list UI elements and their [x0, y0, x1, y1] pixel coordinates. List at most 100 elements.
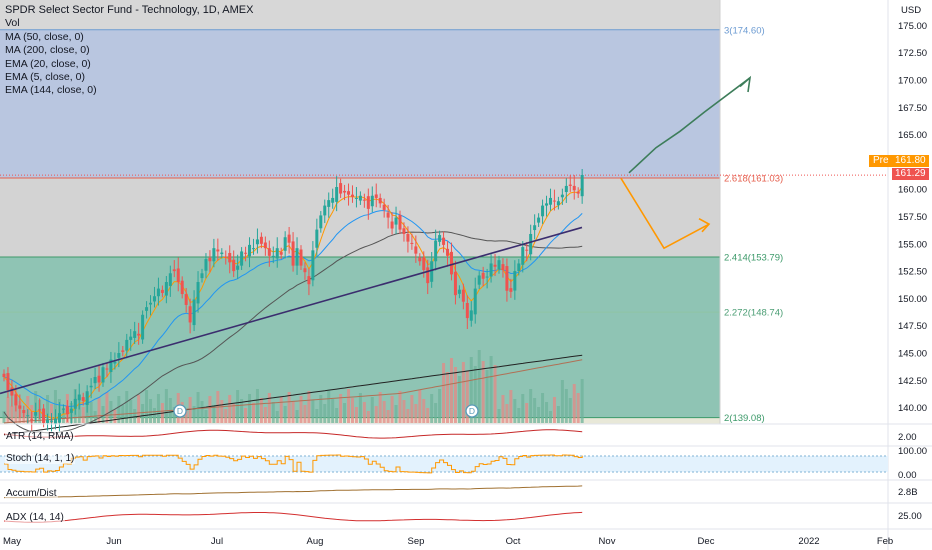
candle-body	[34, 411, 38, 416]
indicator-axis-label: 0.00	[898, 470, 917, 481]
volume-bar	[354, 407, 358, 423]
candle-body	[133, 331, 137, 338]
volume-bar	[101, 406, 105, 423]
candle-body	[418, 257, 422, 262]
candle-body	[42, 408, 46, 423]
volume-bar	[53, 390, 57, 423]
volume-bar	[117, 396, 121, 423]
candle-body	[145, 307, 149, 311]
candle-body	[394, 217, 398, 225]
fib-label-2.272: 2.272(148.74)	[724, 308, 783, 319]
volume-bar	[295, 410, 299, 423]
stoch-label[interactable]: Stoch (14, 1, 1)	[5, 453, 76, 464]
price-tick-label: 150.00	[898, 294, 927, 305]
pre-market-tag: Pre	[869, 155, 893, 167]
candle-body	[30, 419, 34, 421]
candle-body	[481, 272, 485, 279]
accum-label[interactable]: Accum/Dist	[5, 488, 58, 499]
volume-bar	[473, 366, 477, 423]
legend-ma50[interactable]: MA (50, close, 0)	[5, 30, 84, 43]
candle-body	[279, 252, 283, 255]
volume-bar	[6, 397, 10, 423]
volume-bar	[509, 390, 513, 423]
candle-body	[212, 248, 216, 262]
volume-bar	[525, 403, 529, 423]
adx-label[interactable]: ADX (14, 14)	[5, 512, 65, 523]
candle-body	[287, 234, 291, 243]
candle-body	[125, 339, 129, 351]
candle-body	[446, 248, 450, 256]
candle-body	[117, 353, 121, 358]
volume-bar	[196, 392, 200, 423]
candle-body	[14, 394, 18, 406]
fib-label-2.414: 2.414(153.79)	[724, 253, 783, 264]
legend-ema144[interactable]: EMA (144, close, 0)	[5, 84, 97, 97]
candle-body	[192, 299, 196, 326]
candle-body	[457, 289, 461, 294]
price-tick-label: 152.50	[898, 267, 927, 278]
legend-vol[interactable]: Vol	[5, 17, 20, 30]
volume-bar	[287, 392, 291, 423]
candle-body	[382, 204, 386, 210]
volume-bar	[414, 404, 418, 423]
candle-body	[521, 247, 525, 265]
volume-bar	[283, 406, 287, 423]
trendline	[0, 226, 583, 395]
volume-bar	[537, 407, 541, 423]
volume-bar	[529, 389, 533, 423]
volume-bar	[493, 365, 497, 423]
candle-body	[541, 205, 545, 217]
volume-bar	[228, 395, 232, 423]
volume-bar	[398, 391, 402, 423]
candle-body	[350, 194, 354, 197]
candle-body	[50, 420, 54, 422]
candle-body	[57, 413, 61, 423]
price-tick-label: 147.50	[898, 321, 927, 332]
dividend-marker	[465, 404, 479, 418]
candle-body	[426, 267, 430, 284]
volume-bar	[430, 394, 434, 423]
price-tick-label: 167.50	[898, 103, 927, 114]
candle-body	[378, 197, 382, 204]
candle-body	[517, 263, 521, 272]
candle-body	[358, 195, 362, 201]
candle-body	[244, 252, 248, 254]
candle-body	[513, 271, 517, 291]
volume-bar	[156, 394, 160, 423]
candle-body	[493, 264, 497, 267]
candle-body	[168, 273, 172, 286]
volume-bar	[434, 403, 438, 423]
candles	[2, 168, 584, 432]
ma200-line	[3, 354, 583, 436]
volume-bar	[521, 394, 525, 423]
atr-label[interactable]: ATR (14, RMA)	[5, 431, 75, 442]
volume-bar	[545, 402, 549, 423]
candle-body	[141, 314, 145, 340]
candle-body	[311, 250, 315, 281]
volume-bar	[541, 393, 545, 423]
legend-ma200[interactable]: MA (200, close, 0)	[5, 44, 90, 57]
candle-body	[505, 266, 509, 291]
candle-body	[69, 408, 73, 413]
candle-body	[240, 251, 244, 266]
candle-body	[545, 203, 549, 206]
volume-bar	[572, 384, 576, 423]
price-tick-label: 157.50	[898, 212, 927, 223]
time-tick-label: Sep	[408, 536, 425, 547]
candle-body	[568, 184, 572, 186]
candle-body	[339, 183, 343, 194]
fib-zone-3	[0, 29, 720, 178]
volume-bar	[319, 395, 323, 423]
candle-body	[172, 269, 176, 272]
candle-body	[93, 377, 97, 384]
price-axis-bg	[888, 0, 932, 550]
candle-body	[224, 256, 228, 258]
projection-down-path	[620, 177, 710, 250]
fib-zone-top	[0, 0, 720, 30]
legend-ema5[interactable]: EMA (5, close, 0)	[5, 71, 85, 84]
volume-bar	[105, 392, 109, 423]
legend-ema20[interactable]: EMA (20, close, 0)	[5, 57, 91, 70]
volume-bar	[240, 399, 244, 423]
